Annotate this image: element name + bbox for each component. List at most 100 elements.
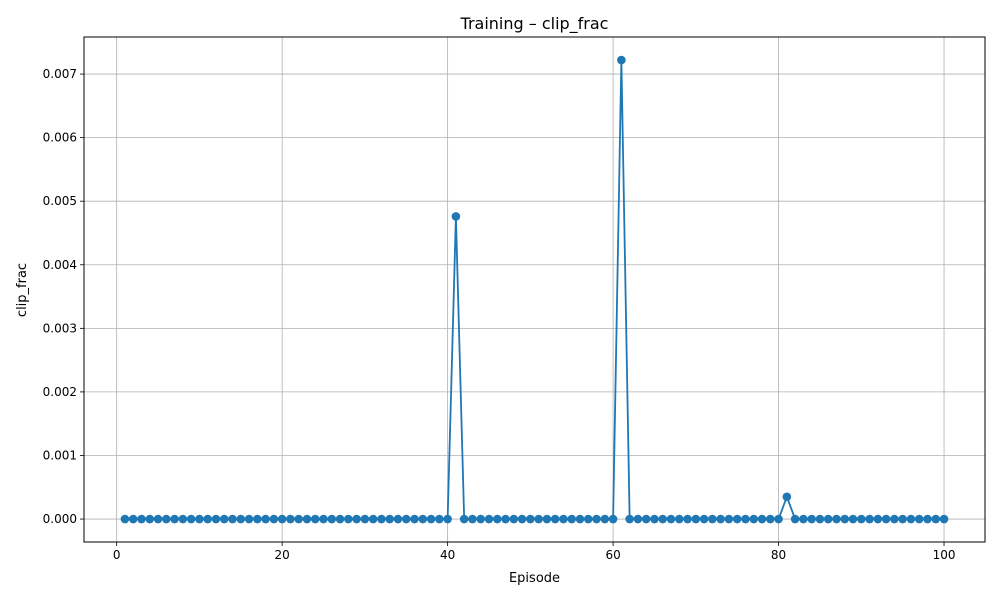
data-point [633, 514, 643, 524]
data-point [170, 514, 179, 524]
data-point [517, 514, 527, 524]
data-point [352, 514, 361, 524]
data-point [823, 514, 833, 524]
data-point [277, 514, 287, 524]
data-point [120, 514, 130, 524]
data-point [319, 514, 328, 524]
plot-area-frame [83, 36, 986, 543]
data-point [567, 514, 577, 524]
data-point [708, 514, 717, 524]
data-point [228, 514, 237, 524]
data-point [600, 514, 610, 524]
data-point [443, 514, 452, 524]
data-point [749, 514, 759, 524]
data-point [261, 514, 270, 524]
data-point [418, 514, 428, 524]
data-point [832, 514, 841, 524]
data-point [914, 514, 924, 524]
data-point [799, 514, 808, 524]
data-point [426, 514, 436, 524]
data-point [774, 514, 783, 524]
series-clip-frac [120, 55, 949, 524]
data-point [898, 514, 907, 524]
data-point [559, 514, 568, 524]
data-point [724, 514, 734, 524]
data-point [302, 514, 312, 524]
data-point [881, 514, 891, 524]
data-point [741, 514, 750, 524]
data-point [360, 514, 370, 524]
data-point [186, 514, 196, 524]
x-tick-label: 20 [275, 548, 290, 562]
data-point [435, 514, 444, 524]
data-point [617, 55, 626, 65]
data-point [658, 514, 668, 524]
data-point [310, 514, 320, 524]
x-tick-label: 0 [113, 548, 121, 562]
data-point [468, 514, 477, 524]
data-point [195, 514, 204, 524]
data-point [368, 514, 378, 524]
data-point [335, 514, 345, 524]
data-point [583, 514, 593, 524]
data-point [939, 514, 949, 524]
data-point [211, 514, 221, 524]
data-point [451, 212, 461, 221]
y-axis-label: clip_frac [15, 263, 30, 317]
data-point [691, 514, 701, 524]
data-point [162, 514, 171, 524]
data-point [203, 514, 212, 524]
y-tick-label: 0.000 [43, 512, 77, 526]
data-point [393, 514, 403, 524]
data-point [608, 514, 618, 524]
data-point [484, 514, 494, 524]
y-tick-label: 0.007 [43, 67, 77, 81]
y-tick-label: 0.005 [43, 194, 77, 208]
data-point [848, 514, 858, 524]
x-tick-label: 60 [605, 548, 620, 562]
data-point [592, 514, 601, 524]
data-point [550, 514, 560, 524]
data-point [128, 514, 138, 524]
data-point [683, 514, 692, 524]
x-tick-label: 100 [933, 548, 956, 562]
data-point [857, 514, 866, 524]
data-point [269, 514, 279, 524]
data-point [840, 514, 850, 524]
data-point [815, 514, 825, 524]
data-point [286, 514, 295, 524]
data-point [236, 514, 246, 524]
data-point [253, 514, 262, 524]
chart-title: Training – clip_frac [460, 14, 609, 34]
data-point [575, 514, 585, 524]
y-tick-label: 0.001 [43, 448, 77, 462]
y-tick-label: 0.002 [43, 385, 77, 399]
data-point [492, 514, 502, 524]
data-point [790, 514, 800, 524]
data-point [410, 514, 419, 524]
data-point [401, 514, 411, 524]
data-point [906, 514, 916, 524]
data-point [923, 514, 932, 524]
data-point [716, 514, 725, 524]
data-point [534, 514, 543, 524]
data-point [509, 514, 519, 524]
x-tick-label: 80 [771, 548, 786, 562]
data-point [732, 514, 742, 524]
data-point [931, 514, 941, 524]
data-point [501, 514, 510, 524]
y-tick-label: 0.006 [43, 131, 77, 145]
data-point [782, 492, 792, 502]
data-point [542, 514, 552, 524]
data-point [865, 514, 874, 524]
data-point [178, 514, 188, 524]
data-point [476, 514, 486, 524]
data-point [757, 514, 767, 524]
data-point [650, 514, 659, 524]
data-point [219, 514, 229, 524]
x-axis-label: Episode [509, 571, 560, 586]
data-point [153, 514, 163, 524]
y-axis-ticks: 0.000 0.001 0.002 0.003 0.004 0.005 0.006 0.007 [43, 67, 84, 526]
data-point [807, 514, 816, 524]
